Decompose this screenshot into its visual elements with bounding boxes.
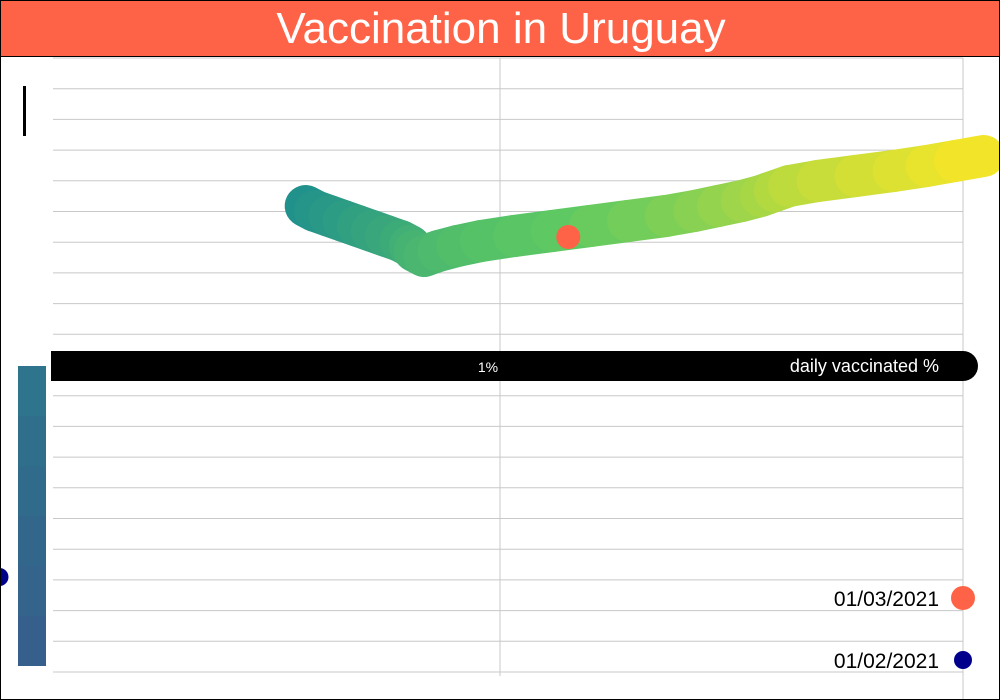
y-axis-edge (23, 86, 26, 136)
x-axis-label: daily vaccinated % (790, 356, 939, 376)
x-axis: 1% daily vaccinated % (51, 351, 978, 381)
legend: 01/03/2021 01/02/2021 (834, 586, 975, 673)
title-bar: Vaccination in Uruguay (1, 1, 999, 57)
x-tick-label: 1% (478, 359, 498, 375)
markers (1, 225, 581, 586)
x-axis-bar (51, 351, 978, 381)
date-marker (556, 225, 581, 249)
date-marker (1, 568, 9, 586)
legend-label: 01/02/2021 (834, 650, 939, 673)
series-segment (934, 135, 999, 182)
legend-swatch (951, 586, 975, 610)
legend-swatch (954, 651, 972, 669)
legend-label: 01/03/2021 (834, 588, 939, 611)
x-axis-bar-cap (51, 351, 71, 381)
chart-title: Vaccination in Uruguay (276, 3, 726, 53)
